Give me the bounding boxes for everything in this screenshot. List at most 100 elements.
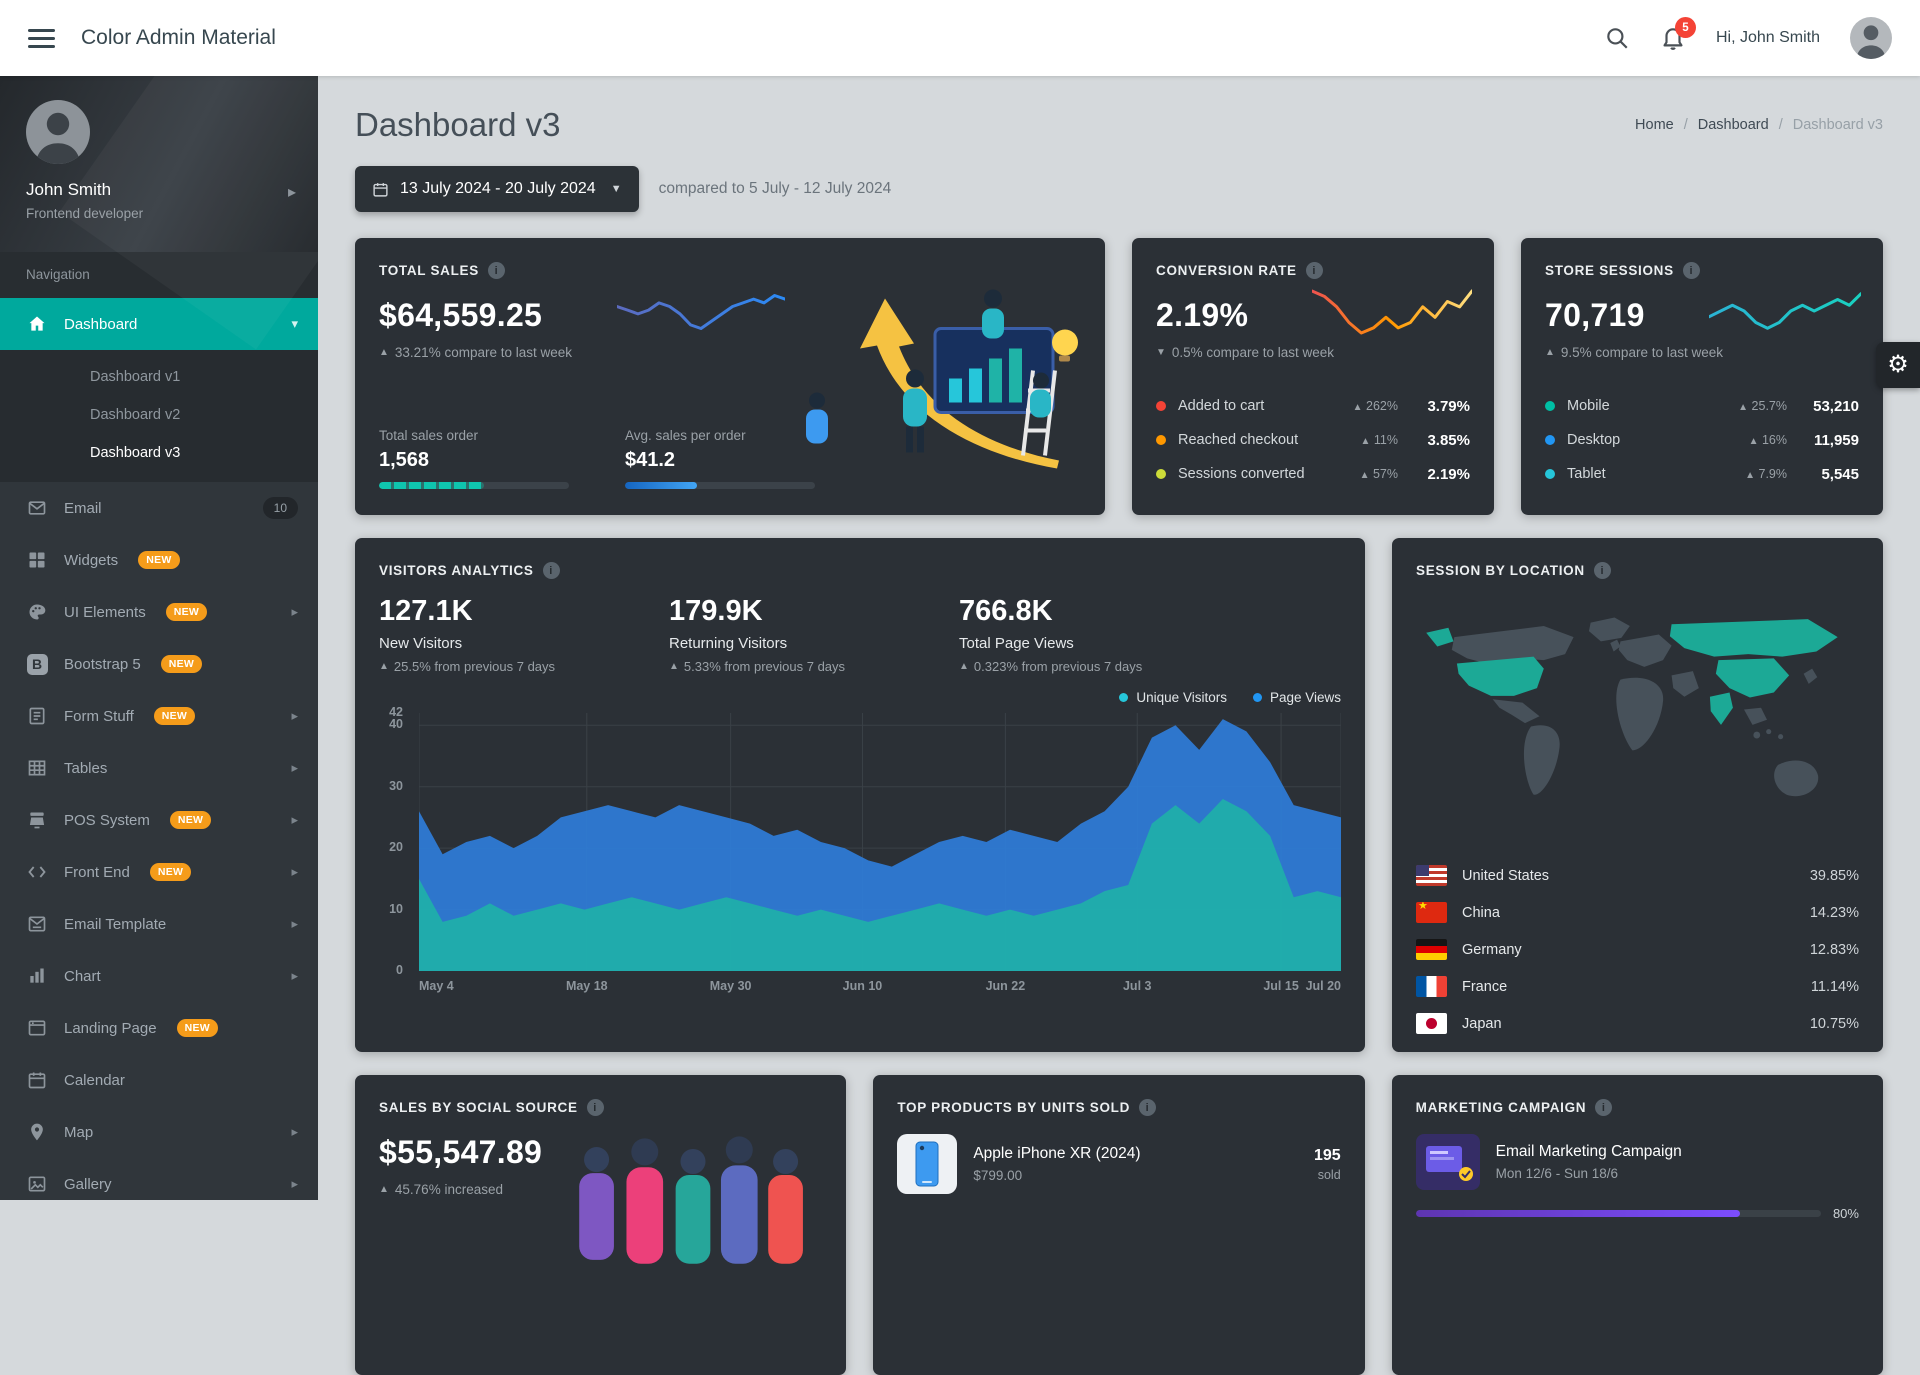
sidebar-profile[interactable]: John Smith Frontend developer ▸: [0, 76, 318, 252]
sidebar-item-gallery[interactable]: Gallery▸: [0, 1158, 318, 1200]
breadcrumb-link[interactable]: Home: [1635, 117, 1674, 133]
series-dot: [1156, 469, 1166, 479]
campaign-progress: 80%: [1416, 1206, 1859, 1221]
x-tick: Jun 10: [843, 979, 883, 993]
social-sales-change: 45.76% increased: [395, 1182, 503, 1197]
sidebar-item-chart[interactable]: Chart▸: [0, 950, 318, 1002]
frontend-icon: [26, 861, 48, 883]
info-icon[interactable]: i: [1139, 1099, 1156, 1116]
notification-badge: 5: [1675, 17, 1696, 38]
sidebar-item-email-template[interactable]: Email Template▸: [0, 898, 318, 950]
info-icon[interactable]: i: [1306, 262, 1323, 279]
menu-toggle-button[interactable]: [28, 25, 55, 52]
sidebar-item-label: Landing Page: [64, 1020, 157, 1037]
sidebar-item-label: POS System: [64, 812, 150, 829]
user-greeting: Hi, John Smith: [1716, 29, 1820, 47]
x-tick: Jul 15: [1263, 979, 1298, 993]
compare-period-text: compared to 5 July - 12 July 2024: [659, 180, 892, 198]
world-map: [1416, 593, 1859, 843]
chevron-right-icon[interactable]: ▸: [288, 182, 296, 202]
trend-up-icon: ▲: [1749, 436, 1759, 447]
metric-row: Desktop▲ 16%11,959: [1545, 423, 1859, 457]
card-title: TOTAL SALES: [379, 263, 479, 278]
y-tick: 40: [389, 717, 403, 731]
trend-up-icon: ▲: [1360, 470, 1370, 481]
series-dot: [1545, 401, 1555, 411]
card-title: SESSION BY LOCATION: [1416, 563, 1585, 578]
y-tick: 30: [389, 779, 403, 793]
progress-label: 80%: [1833, 1206, 1859, 1221]
info-icon[interactable]: i: [543, 562, 560, 579]
info-icon[interactable]: i: [488, 262, 505, 279]
chevron-right-icon: ▸: [291, 864, 298, 880]
card-title: TOP PRODUCTS BY UNITS SOLD: [897, 1100, 1130, 1115]
sidebar-item-label: Calendar: [64, 1072, 125, 1089]
trend-up-icon: ▲: [379, 661, 389, 672]
date-range-label: 13 July 2024 - 20 July 2024: [400, 180, 596, 198]
trend-up-icon: ▲: [1745, 470, 1755, 481]
metric-row: Sessions converted▲ 57%2.19%: [1156, 457, 1470, 491]
breadcrumb-link[interactable]: Dashboard: [1698, 117, 1769, 133]
info-icon[interactable]: i: [587, 1099, 604, 1116]
search-button[interactable]: [1604, 25, 1630, 51]
conversion-rate-value: 2.19%: [1156, 297, 1470, 334]
sidebar-item-label: UI Elements: [64, 604, 146, 621]
series-dot: [1545, 469, 1555, 479]
progress-bar: [625, 482, 815, 489]
sidebar-subitem-dashboard-v2[interactable]: Dashboard v2: [0, 396, 318, 434]
series-dot: [1545, 435, 1555, 445]
sidebar-item-label: Bootstrap 5: [64, 656, 141, 673]
calendar-icon: [372, 181, 389, 198]
sidebar-item-label: Map: [64, 1124, 93, 1141]
breadcrumb-separator: /: [1779, 117, 1783, 133]
chevron-right-icon: ▸: [291, 1124, 298, 1140]
info-icon[interactable]: i: [1594, 562, 1611, 579]
trend-down-icon: ▼: [1156, 347, 1166, 358]
series-dot: [1156, 435, 1166, 445]
info-icon[interactable]: i: [1595, 1099, 1612, 1116]
new-badge: NEW: [170, 811, 211, 829]
chevron-right-icon: ▸: [291, 968, 298, 984]
info-icon[interactable]: i: [1683, 262, 1700, 279]
campaign-image: [1416, 1134, 1480, 1190]
sidebar-item-label: Gallery: [64, 1176, 112, 1193]
sales-illustration: [797, 248, 1097, 483]
x-tick: May 4: [419, 979, 454, 993]
date-range-picker[interactable]: 13 July 2024 - 20 July 2024 ▼: [355, 166, 639, 212]
progress-bar: [379, 482, 569, 489]
x-tick: Jun 22: [986, 979, 1026, 993]
sidebar-subitem-dashboard-v1[interactable]: Dashboard v1: [0, 358, 318, 396]
sidebar-item-map[interactable]: Map ▸: [0, 1106, 318, 1158]
pos-icon: [26, 809, 48, 831]
trend-up-icon: ▲: [379, 1184, 389, 1195]
settings-button[interactable]: ⚙: [1876, 342, 1920, 388]
new-badge: NEW: [161, 655, 202, 673]
sidebar-item-calendar[interactable]: Calendar: [0, 1054, 318, 1106]
notifications-button[interactable]: 5: [1660, 25, 1686, 51]
sidebar-item-tables[interactable]: Tables▸: [0, 742, 318, 794]
user-avatar[interactable]: [1850, 17, 1892, 59]
metric-row: Reached checkout▲ 11%3.85%: [1156, 423, 1470, 457]
sidebar-subitem-dashboard-v3[interactable]: Dashboard v3: [0, 434, 318, 472]
gallery-icon: [26, 1173, 48, 1195]
